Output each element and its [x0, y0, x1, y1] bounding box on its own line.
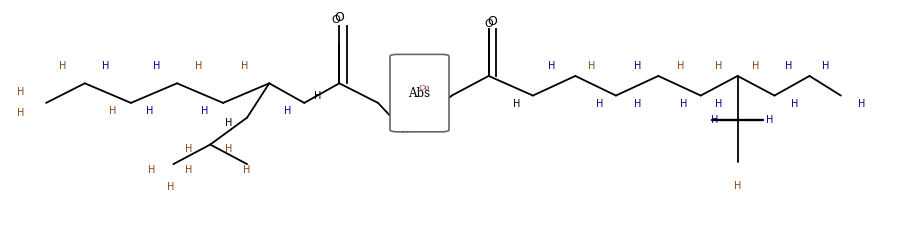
Text: H: H [715, 61, 723, 71]
Text: H: H [17, 108, 24, 118]
Text: H: H [167, 183, 174, 192]
Text: H: H [822, 61, 829, 71]
Text: H: H [785, 61, 792, 71]
Text: Abs: Abs [408, 86, 431, 100]
Text: H: H [185, 165, 193, 175]
Text: H: H [513, 99, 520, 109]
Text: O: O [331, 15, 340, 25]
Text: H: H [715, 99, 723, 109]
Text: H: H [195, 61, 202, 71]
Text: H: H [146, 107, 153, 116]
Text: Co: Co [419, 84, 430, 92]
Text: H: H [59, 61, 66, 71]
Text: O: O [394, 96, 403, 106]
Text: H: H [284, 107, 291, 116]
Text: O: O [408, 87, 418, 100]
Text: H: H [752, 61, 760, 71]
FancyBboxPatch shape [390, 54, 449, 132]
Text: O: O [394, 99, 403, 112]
Text: H: H [766, 115, 774, 125]
Text: O: O [415, 86, 424, 96]
Text: O: O [488, 15, 497, 28]
Text: H: H [711, 115, 718, 125]
Text: H: H [858, 99, 866, 109]
Text: H: H [225, 118, 232, 127]
Text: H: H [109, 107, 116, 116]
Text: H: H [225, 145, 232, 154]
Text: H: H [402, 125, 409, 135]
Text: H: H [677, 61, 684, 71]
Text: H: H [734, 181, 741, 191]
Text: O: O [484, 19, 493, 29]
Text: H: H [634, 61, 642, 71]
Text: H: H [102, 61, 110, 71]
Text: H: H [680, 99, 688, 109]
Text: H: H [588, 61, 596, 71]
Text: H: H [596, 99, 603, 109]
Text: H: H [241, 61, 248, 71]
Text: H: H [404, 122, 411, 132]
Text: H: H [201, 107, 208, 116]
Text: H: H [17, 87, 24, 97]
Text: H: H [185, 145, 193, 154]
Text: H: H [791, 99, 798, 109]
Text: O: O [335, 11, 344, 24]
Text: H: H [634, 99, 642, 109]
Text: H: H [148, 165, 156, 175]
Text: H: H [243, 165, 251, 175]
Text: H: H [409, 113, 417, 122]
Text: H: H [400, 109, 408, 119]
Text: H: H [153, 61, 160, 71]
Text: H: H [314, 91, 322, 100]
Text: H: H [548, 61, 555, 71]
